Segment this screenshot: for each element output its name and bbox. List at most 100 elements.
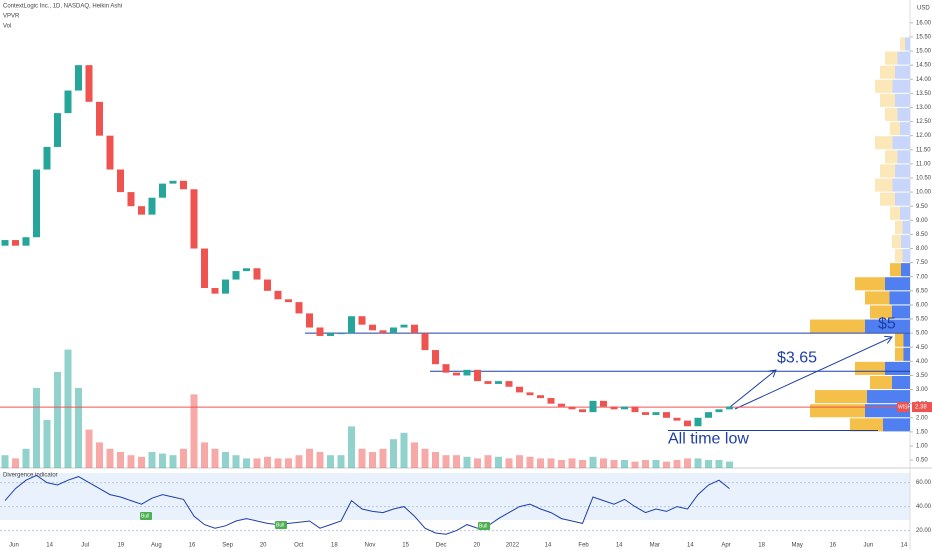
volume-bar: [621, 460, 628, 468]
volume-bar: [285, 458, 292, 468]
volume-bar: [379, 448, 387, 468]
vpvr-bar: [875, 79, 910, 93]
volume-bar: [295, 455, 303, 468]
y-tick-label: 40.00: [916, 504, 932, 510]
volume-bar: [600, 458, 607, 468]
volume-bar: [516, 455, 523, 468]
vpvr-bar: [855, 361, 910, 375]
x-tick-label: Feb: [578, 543, 589, 549]
y-tick-label: 9.50: [916, 204, 928, 210]
x-tick-label: 14: [901, 543, 908, 549]
vpvr-bar: [880, 164, 910, 178]
signal-badge: [478, 522, 490, 530]
volume-bar: [421, 448, 429, 468]
last-price-label: 2.38: [915, 405, 927, 411]
candle: [12, 240, 19, 246]
oscillator-line: [4, 474, 730, 535]
candle: [306, 313, 313, 328]
candle: [474, 369, 481, 382]
candle: [169, 180, 177, 184]
vpvr-bar: [815, 390, 910, 404]
volume-bar: [558, 460, 565, 468]
candle: [526, 392, 534, 396]
volume-bar: [484, 455, 492, 468]
candle: [369, 324, 376, 331]
vpvr-bar: [810, 404, 910, 418]
volume-bar: [589, 456, 597, 468]
volume-bar: [64, 349, 72, 468]
vpvr-bar: [892, 234, 910, 249]
y-tick-label: 15.00: [916, 49, 932, 55]
y-tick-label: 7.50: [916, 260, 928, 266]
candle: [54, 113, 61, 147]
volume-bar: [411, 442, 418, 468]
signal-label: Bull: [479, 523, 487, 529]
candle: [127, 192, 135, 207]
volume-bar: [148, 452, 156, 468]
y-tick-label: 8.00: [916, 246, 928, 252]
candle: [180, 180, 187, 190]
annotation: $3.65: [777, 349, 817, 366]
y-tick-label: 13.50: [916, 91, 932, 97]
indicator-label: Vol: [3, 24, 11, 30]
volume-bar: [33, 388, 40, 468]
x-tick-label: Sep: [222, 543, 233, 549]
y-tick-label: 60.00: [916, 480, 932, 486]
x-tick-label: 18: [758, 543, 765, 549]
arrow: [729, 370, 776, 408]
volume-bar: [400, 432, 408, 468]
vpvr-bar: [895, 347, 910, 361]
candle: [243, 268, 250, 272]
y-tick-label: 5.50: [916, 317, 928, 323]
candle: [295, 302, 303, 314]
candle: [495, 381, 502, 384]
x-tick-label: Jul: [81, 543, 89, 549]
x-tick-label: Dec: [436, 543, 447, 549]
candle: [421, 333, 429, 351]
vpvr-bar: [865, 291, 910, 305]
candle: [558, 403, 565, 407]
candle: [190, 189, 198, 249]
volume-bar: [253, 458, 261, 468]
candle: [400, 324, 408, 328]
volume-bar: [211, 448, 219, 468]
vpvr-bar: [885, 107, 910, 122]
volume-bar: [22, 448, 30, 468]
arrows: [729, 337, 892, 410]
volume-bar: [180, 448, 187, 468]
vpvr-bar: [880, 192, 910, 206]
candle: [358, 316, 366, 325]
x-tick-label: 14: [687, 543, 694, 549]
y-tick-label: 8.50: [916, 232, 928, 238]
volume-bar: [43, 420, 51, 468]
volume-bar: [642, 460, 649, 468]
y-tick-label: 6.50: [916, 288, 928, 294]
volume-bar: [663, 461, 670, 468]
x-tick-label: 20: [260, 543, 267, 549]
volume-bar: [75, 388, 82, 468]
volume-bar: [610, 460, 618, 468]
candle: [516, 386, 523, 393]
candle: [589, 400, 597, 413]
x-tick-label: 14: [46, 543, 53, 549]
candle: [264, 279, 271, 291]
candle: [348, 316, 355, 334]
candle: [684, 420, 691, 427]
currency-label: USD: [917, 6, 930, 12]
y-tick-label: 16.00: [916, 20, 932, 26]
y-tick-label: 14.50: [916, 63, 932, 69]
candle: [43, 146, 51, 170]
volume-bar: [264, 456, 271, 468]
volume-bar: [526, 456, 534, 468]
oscillator-title: Divergence indicator: [3, 473, 58, 479]
candle: [106, 135, 114, 170]
candle: [379, 330, 387, 334]
volume-bar: [106, 448, 114, 468]
candle: [33, 169, 40, 238]
volume-bar: [232, 455, 240, 468]
volume-bar: [505, 458, 513, 468]
candle: [96, 101, 103, 136]
volume-bar: [348, 426, 355, 468]
volume-bar: [117, 452, 124, 468]
